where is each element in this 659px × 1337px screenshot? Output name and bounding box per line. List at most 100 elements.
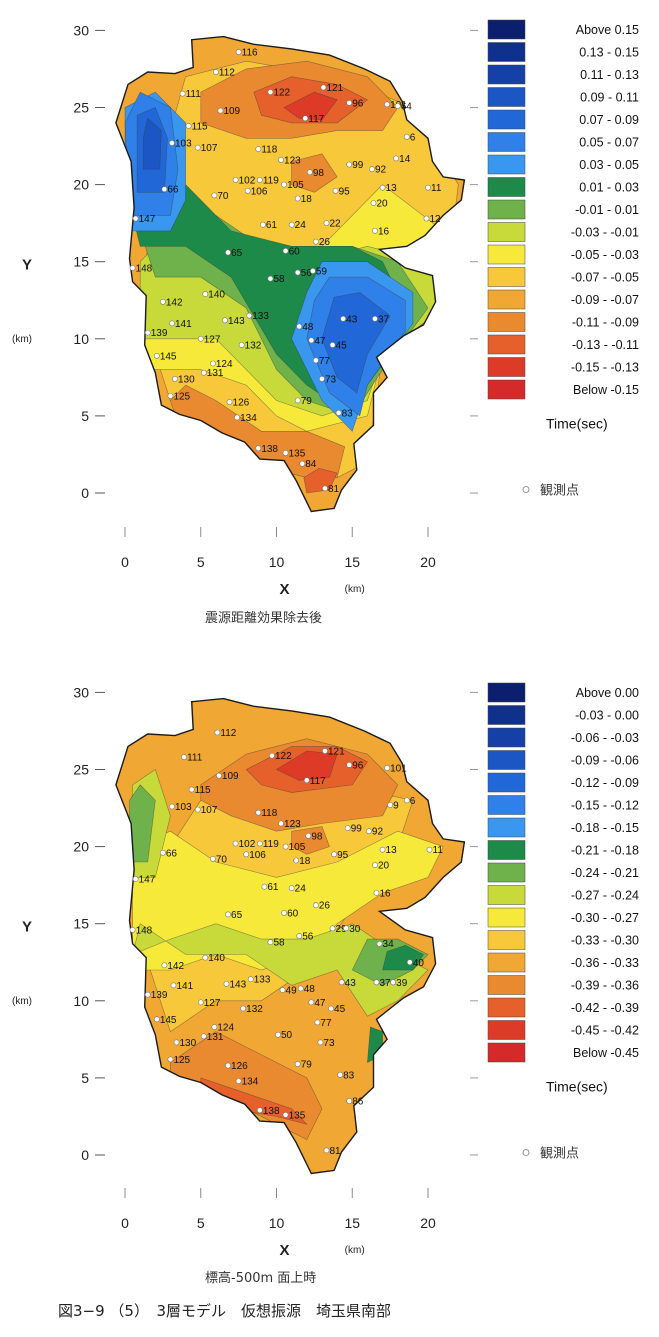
legend-label: -0.45 - -0.42: [571, 1024, 639, 1038]
station-marker: [234, 414, 241, 421]
legend-label: -0.12 - -0.09: [571, 776, 639, 790]
station-marker: [169, 803, 175, 810]
legend-label: -0.15 - -0.13: [571, 361, 639, 375]
x-axis-unit: (km): [345, 1245, 365, 1256]
station-marker: [267, 89, 274, 95]
station-label: 66: [167, 185, 179, 196]
station-marker: [302, 115, 309, 122]
station-label: 65: [231, 248, 243, 259]
station-marker: [185, 123, 192, 129]
legend-label: -0.03 - 0.00: [575, 709, 639, 723]
station-marker: [225, 911, 231, 918]
legend-swatch: [487, 840, 526, 860]
legend-label: -0.36 - -0.33: [571, 956, 639, 970]
station-label: 105: [289, 842, 306, 853]
station-marker: [197, 999, 204, 1006]
station-marker: [282, 450, 289, 456]
station-marker: [217, 107, 224, 114]
station-legend-label: 観測点: [540, 1147, 579, 1162]
y-tick-label: 5: [81, 1070, 89, 1086]
station-label: 133: [254, 975, 271, 986]
station-label: 139: [151, 990, 168, 1001]
station-label: 139: [151, 328, 168, 339]
legend-label: -0.07 - -0.05: [571, 271, 639, 285]
station-label: 118: [261, 808, 277, 819]
legend-swatch: [487, 244, 526, 265]
station-marker: [379, 184, 386, 191]
legend-label: -0.39 - -0.36: [571, 979, 639, 993]
station-label: 124: [216, 359, 233, 370]
station-marker: [423, 215, 430, 222]
x-tick-label: 10: [269, 1215, 285, 1231]
station-marker: [329, 342, 336, 348]
station-marker: [332, 187, 339, 194]
panel-subtitle: 震源距離効果除去後: [205, 611, 322, 626]
station-label: 6: [410, 796, 416, 807]
station-label: 73: [323, 1038, 335, 1049]
station-marker: [132, 876, 139, 882]
legend-swatch: [487, 817, 526, 838]
station-label: 107: [201, 143, 218, 154]
station-label: 86: [352, 1097, 364, 1108]
station-label: 130: [180, 1038, 197, 1049]
x-axis-label: X: [280, 1242, 290, 1259]
station-marker: [161, 186, 168, 193]
station-marker: [384, 101, 390, 108]
station-marker: [188, 786, 195, 793]
legend-label: -0.24 - -0.21: [571, 866, 639, 880]
legend-swatch: [487, 997, 526, 1018]
legend-label: 0.11 - 0.13: [580, 68, 639, 82]
station-marker: [338, 979, 345, 986]
station-marker: [179, 90, 186, 97]
legend-label: -0.03 - -0.01: [571, 226, 639, 240]
station-marker: [372, 227, 378, 234]
station-label: 119: [263, 839, 279, 850]
station-label: 118: [261, 145, 277, 156]
station-marker: [294, 397, 301, 404]
station-label: 70: [216, 854, 228, 865]
station-marker: [317, 1039, 324, 1046]
legend-title: Time(sec): [546, 416, 608, 432]
station-label: 96: [352, 760, 364, 771]
legend-label: -0.42 - -0.39: [571, 1001, 639, 1015]
station-marker: [293, 857, 300, 864]
station-label: 123: [284, 819, 301, 830]
station-label: 26: [319, 237, 331, 248]
station-marker: [232, 840, 239, 847]
station-label: 60: [287, 908, 299, 919]
station-label: 103: [175, 138, 192, 149]
y-tick-label: 25: [73, 762, 89, 778]
legend-swatch: [487, 177, 526, 197]
station-marker: [222, 317, 228, 324]
station-marker: [256, 177, 263, 183]
legend-swatch: [487, 907, 526, 928]
station-marker: [216, 772, 222, 779]
station-label: 47: [314, 336, 326, 347]
station-marker: [328, 1005, 334, 1012]
y-tick-label: 30: [73, 22, 89, 38]
station-marker: [144, 991, 151, 998]
station-marker: [296, 323, 303, 330]
legend-swatch: [487, 154, 526, 175]
contour-zone: [291, 153, 338, 193]
legend-swatch: [487, 862, 526, 883]
station-marker: [369, 166, 375, 173]
station-label: 70: [217, 191, 229, 202]
station-legend-label: 観測点: [540, 484, 579, 499]
station-label: 102: [239, 839, 256, 850]
station-label: 99: [351, 824, 363, 835]
x-tick-label: 0: [121, 554, 129, 570]
station-label: 124: [217, 1023, 234, 1034]
station-label: 148: [136, 263, 153, 274]
station-marker: [169, 320, 175, 327]
station-legend-marker: [522, 1149, 530, 1156]
legend-label: 0.01 - 0.03: [579, 181, 639, 195]
x-tick-label: 20: [420, 1215, 436, 1231]
station-label: 18: [299, 856, 311, 867]
legend-label: -0.33 - -0.30: [571, 934, 639, 948]
station-label: 122: [273, 88, 290, 99]
station-marker: [387, 802, 394, 808]
x-tick-label: 5: [197, 1215, 205, 1231]
station-label: 81: [329, 1146, 341, 1157]
station-marker: [340, 315, 347, 322]
